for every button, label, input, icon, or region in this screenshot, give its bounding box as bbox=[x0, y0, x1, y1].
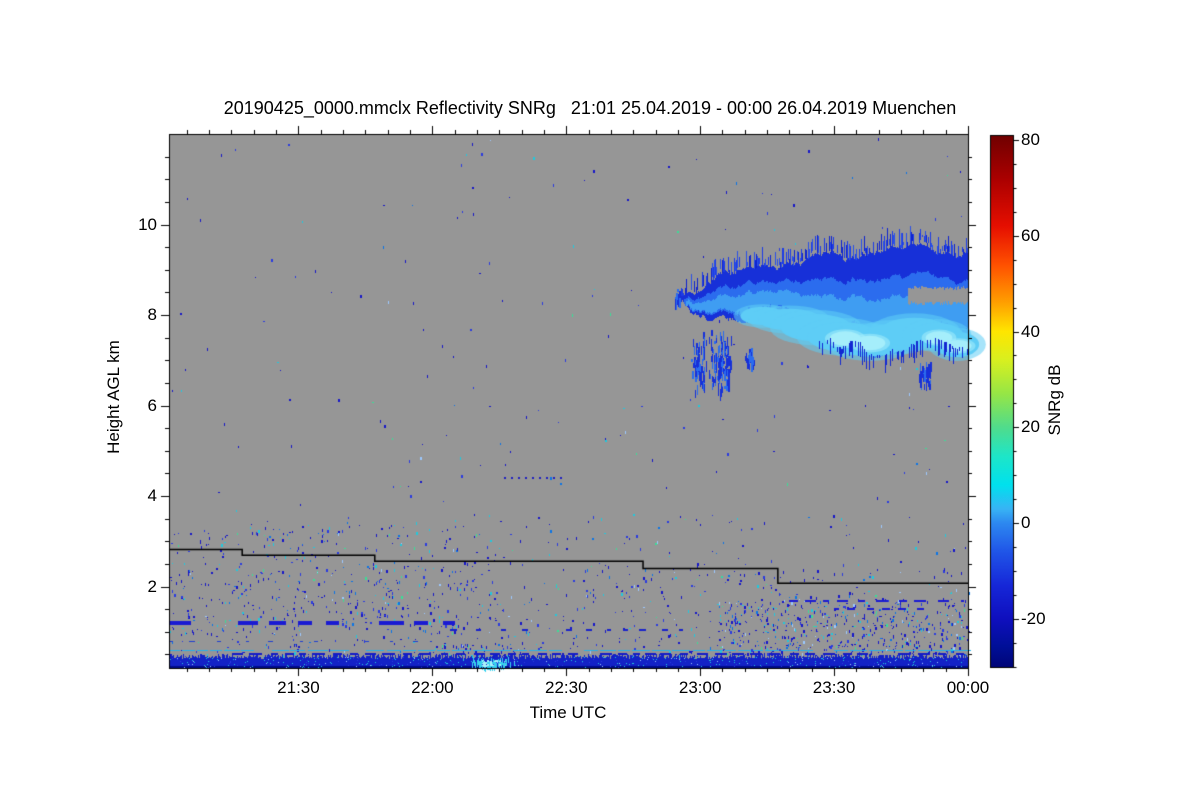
y-tick-label: 6 bbox=[147, 395, 157, 415]
colorbar-tick-label: -20 bbox=[1021, 609, 1046, 629]
x-tick-label: 21:30 bbox=[277, 678, 320, 697]
x-tick-label: 23:00 bbox=[678, 678, 722, 697]
x-tick-label: 22:30 bbox=[544, 678, 588, 697]
colorbar-tick-label: 40 bbox=[1021, 321, 1040, 341]
colorbar-tick-label: 80 bbox=[1021, 129, 1040, 149]
y-tick-label: 10 bbox=[138, 214, 157, 234]
colorbar-tick-label: 20 bbox=[1021, 417, 1040, 437]
x-tick-label: 22:00 bbox=[411, 678, 454, 697]
x-axis-label: Time UTC bbox=[529, 703, 607, 722]
colorbar-tick-label: 60 bbox=[1021, 225, 1040, 245]
y-tick-label: 8 bbox=[147, 305, 157, 325]
x-tick-label: 00:00 bbox=[946, 678, 990, 697]
y-tick-label: 2 bbox=[147, 576, 157, 596]
chart-title: 20190425_0000.mmclx Reflectivity SNRg 21… bbox=[223, 98, 957, 118]
y-tick-label: 4 bbox=[147, 486, 157, 506]
colorbar-tick-label: 0 bbox=[1021, 513, 1031, 533]
x-tick-label: 23:30 bbox=[812, 678, 856, 697]
